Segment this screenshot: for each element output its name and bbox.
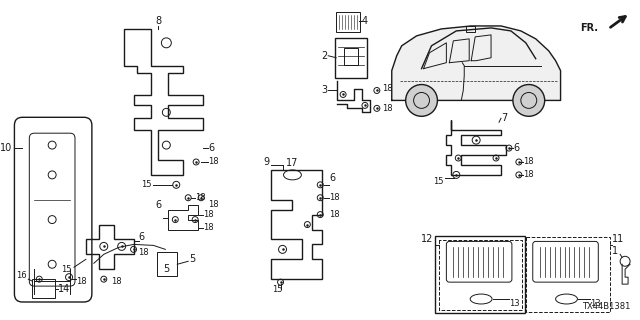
Text: 2: 2 bbox=[321, 51, 327, 61]
Text: 18: 18 bbox=[382, 84, 392, 93]
Text: 18: 18 bbox=[329, 210, 340, 219]
Text: 18: 18 bbox=[195, 193, 206, 202]
Text: 18: 18 bbox=[329, 193, 340, 202]
Text: TX44B1381: TX44B1381 bbox=[582, 302, 630, 311]
Text: 11: 11 bbox=[612, 235, 625, 244]
Text: 5: 5 bbox=[163, 264, 170, 274]
Text: 13: 13 bbox=[590, 300, 601, 308]
Text: 18: 18 bbox=[76, 277, 86, 286]
Text: 18: 18 bbox=[208, 157, 219, 166]
Text: 7: 7 bbox=[501, 113, 508, 123]
Text: 6: 6 bbox=[138, 232, 145, 243]
Text: 4: 4 bbox=[362, 16, 368, 26]
Text: 1: 1 bbox=[612, 246, 618, 256]
Text: 12: 12 bbox=[421, 235, 433, 244]
Text: 15: 15 bbox=[61, 265, 72, 274]
Text: 18: 18 bbox=[208, 200, 219, 209]
Text: 18: 18 bbox=[203, 210, 214, 219]
Text: 15: 15 bbox=[272, 284, 283, 293]
Text: 18: 18 bbox=[382, 104, 392, 113]
Text: 18: 18 bbox=[523, 157, 534, 166]
Text: 15: 15 bbox=[433, 177, 444, 186]
Circle shape bbox=[406, 84, 437, 116]
Text: 3: 3 bbox=[321, 85, 327, 95]
Text: 6: 6 bbox=[329, 173, 335, 183]
Text: 6: 6 bbox=[208, 143, 214, 153]
Text: 14: 14 bbox=[58, 284, 70, 294]
Text: FR.: FR. bbox=[580, 23, 598, 33]
Text: 18: 18 bbox=[203, 223, 214, 232]
Text: 6: 6 bbox=[513, 143, 519, 153]
Text: 15: 15 bbox=[141, 180, 152, 189]
Text: 16: 16 bbox=[16, 271, 26, 280]
Text: 9: 9 bbox=[264, 157, 269, 167]
Circle shape bbox=[513, 84, 545, 116]
Text: 18: 18 bbox=[523, 170, 534, 180]
Text: 13: 13 bbox=[509, 300, 520, 308]
Text: 17: 17 bbox=[286, 158, 299, 168]
Text: 18: 18 bbox=[111, 277, 122, 286]
Text: 5: 5 bbox=[189, 254, 195, 264]
FancyBboxPatch shape bbox=[29, 133, 75, 286]
Text: 10: 10 bbox=[0, 143, 12, 153]
Text: 6: 6 bbox=[156, 200, 161, 210]
Polygon shape bbox=[392, 26, 561, 100]
Text: 8: 8 bbox=[156, 16, 161, 26]
Text: 18: 18 bbox=[138, 248, 149, 257]
